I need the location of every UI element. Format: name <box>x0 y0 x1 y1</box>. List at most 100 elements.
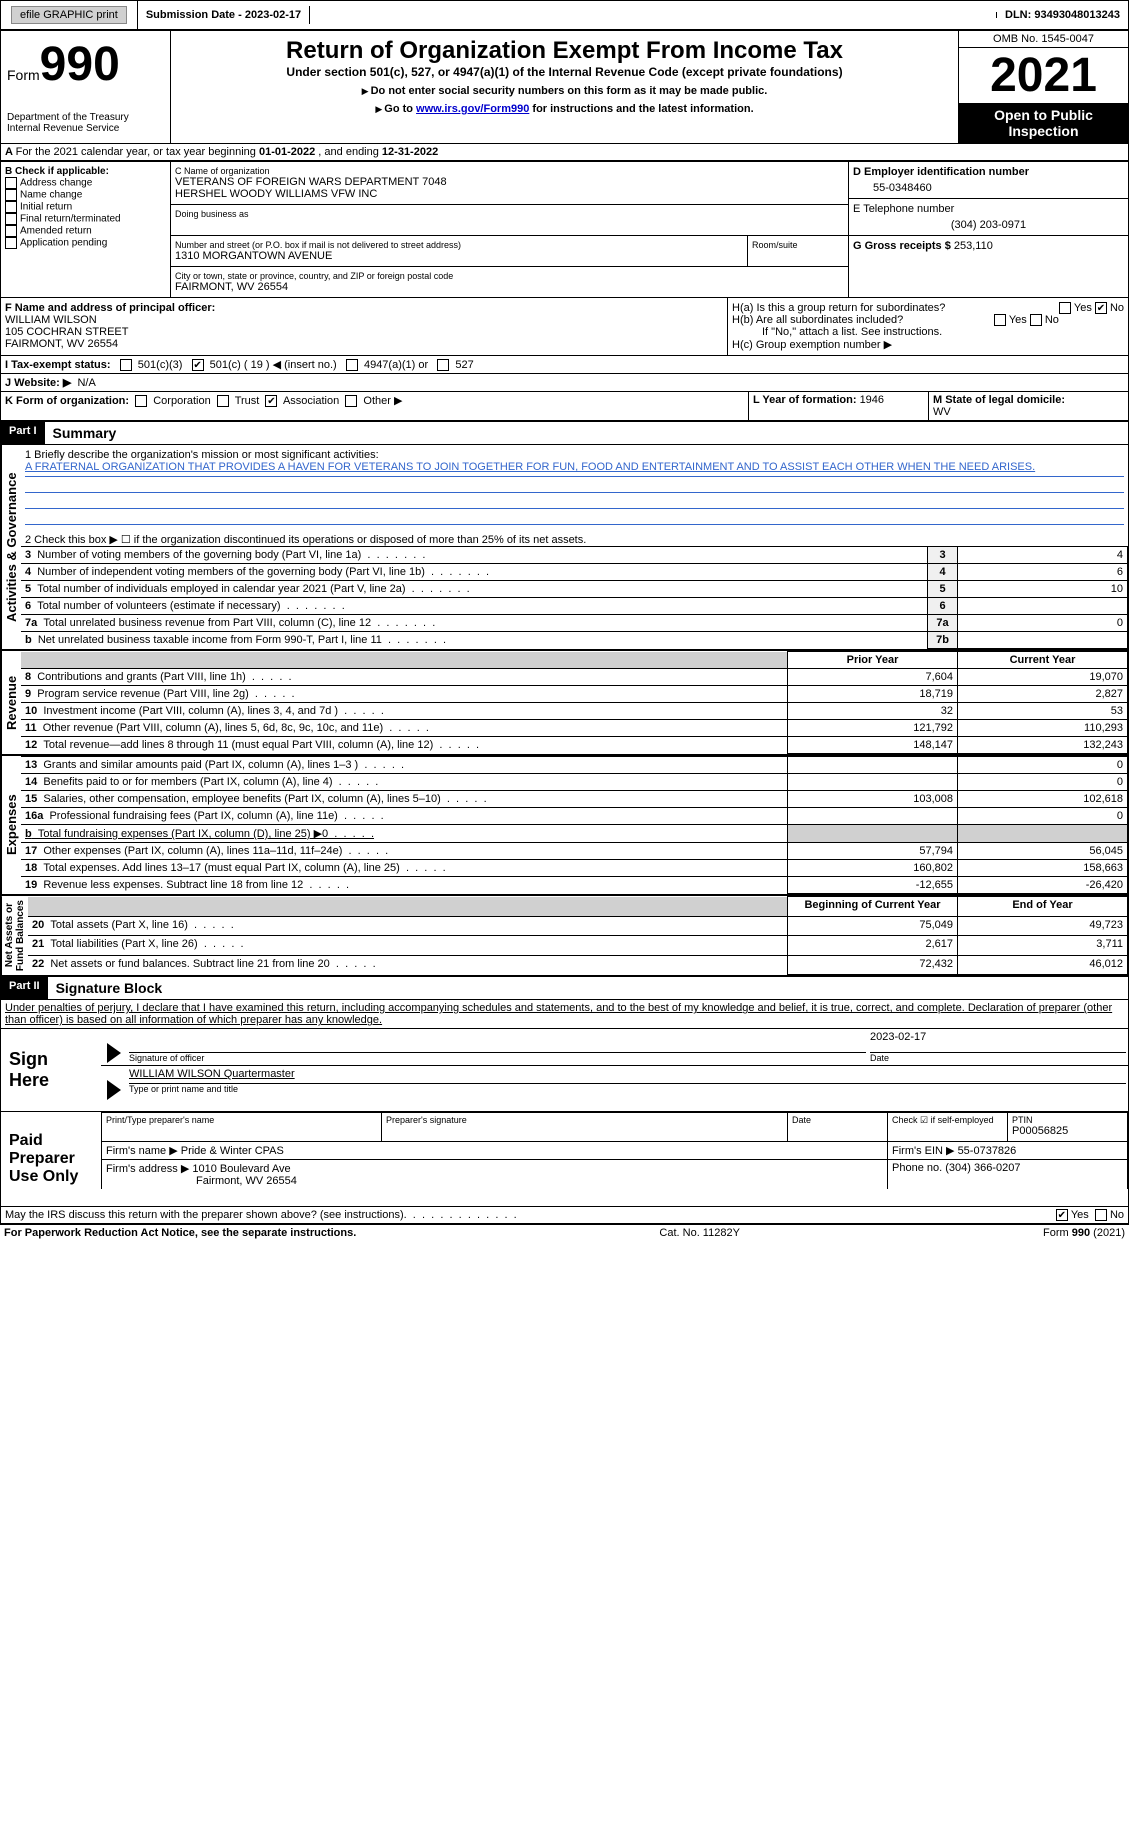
chk-application-pending[interactable] <box>5 237 17 249</box>
part1-badge: Part I <box>1 422 45 444</box>
chk-4947[interactable] <box>346 359 358 371</box>
box-f-label: F Name and address of principal officer: <box>5 302 215 314</box>
sig-officer-line <box>129 1031 866 1053</box>
top-bar: efile GRAPHIC print Submission Date - 20… <box>0 0 1129 30</box>
footer-mid: Cat. No. 11282Y <box>659 1227 740 1239</box>
chk-final-return[interactable] <box>5 213 17 225</box>
box-c-name-label: C Name of organization <box>175 166 844 176</box>
table-row: 17 Other expenses (Part IX, column (A), … <box>21 843 1128 860</box>
table-row: 19 Revenue less expenses. Subtract line … <box>21 877 1128 894</box>
submission-label: Submission Date - <box>146 9 245 21</box>
paid-preparer-table: Print/Type preparer's name Preparer's si… <box>101 1112 1128 1189</box>
box-b-label: B Check if applicable: <box>5 166 109 177</box>
table-header-row: Prior YearCurrent Year <box>21 652 1128 669</box>
dba-label: Doing business as <box>175 209 844 219</box>
part2-title: Signature Block <box>48 977 171 999</box>
table-row: 11 Other revenue (Part VIII, column (A),… <box>21 720 1128 737</box>
opt-name-change: Name change <box>20 190 82 201</box>
table-row: 13 Grants and similar amounts paid (Part… <box>21 757 1128 774</box>
ag-table: 3 Number of voting members of the govern… <box>21 546 1128 649</box>
header-block: B Check if applicable: Address change Na… <box>0 161 1129 298</box>
officer-printed-name: WILLIAM WILSON Quartermaster <box>129 1068 1126 1084</box>
chk-address-change[interactable] <box>5 177 17 189</box>
table-row: 9 Program service revenue (Part VIII, li… <box>21 686 1128 703</box>
firm-ein-label: Firm's EIN ▶ <box>892 1145 958 1157</box>
chk-527[interactable] <box>437 359 449 371</box>
sidebar-net: Net Assets or Fund Balances <box>1 896 28 975</box>
ha-label: H(a) Is this a group return for subordin… <box>732 302 945 314</box>
line2-text: 2 Check this box ▶ ☐ if the organization… <box>21 529 1128 546</box>
table-header-row: Beginning of Current YearEnd of Year <box>28 897 1128 917</box>
table-row: 12 Total revenue—add lines 8 through 11 … <box>21 737 1128 754</box>
sig-date-value: 2023-02-17 <box>870 1031 1126 1053</box>
submission-date: 2023-02-17 <box>245 9 301 21</box>
table-row: 7a Total unrelated business revenue from… <box>21 615 1128 632</box>
chk-discuss-yes[interactable] <box>1056 1209 1068 1221</box>
footer-right-pre: Form <box>1043 1227 1072 1239</box>
form-title: Return of Organization Exempt From Incom… <box>177 37 952 65</box>
chk-hb-yes[interactable] <box>994 314 1006 326</box>
form-number: 990 <box>40 38 120 91</box>
hb-yes: Yes <box>1009 314 1027 326</box>
opt-trust: Trust <box>235 395 260 407</box>
box-d-label: D Employer identification number <box>853 166 1029 178</box>
chk-amended-return[interactable] <box>5 225 17 237</box>
chk-discuss-no[interactable] <box>1095 1209 1107 1221</box>
firm-addr-value: 1010 Boulevard Ave <box>192 1163 290 1175</box>
efile-button[interactable]: efile GRAPHIC print <box>11 6 127 24</box>
omb-number: OMB No. 1545-0047 <box>959 31 1128 48</box>
opt-final-return: Final return/terminated <box>20 214 121 225</box>
chk-assoc[interactable] <box>265 395 277 407</box>
chk-501c3[interactable] <box>120 359 132 371</box>
mission-text: A FRATERNAL ORGANIZATION THAT PROVIDES A… <box>25 461 1124 477</box>
form-subtitle: Under section 501(c), 527, or 4947(a)(1)… <box>177 65 952 79</box>
paid-preparer-label: Paid Preparer Use Only <box>1 1112 101 1206</box>
room-label: Room/suite <box>752 240 844 250</box>
part2-header-row: Part II Signature Block <box>0 976 1129 1000</box>
fh-block: F Name and address of principal officer:… <box>0 298 1129 356</box>
table-row: 4 Number of independent voting members o… <box>21 564 1128 581</box>
table-row: 14 Benefits paid to or for members (Part… <box>21 774 1128 791</box>
box-e-label: E Telephone number <box>853 203 1124 215</box>
form-note2-pre: Go to <box>384 103 416 115</box>
form990-link[interactable]: www.irs.gov/Form990 <box>416 103 529 115</box>
line-a-period: A For the 2021 calendar year, or tax yea… <box>0 144 1129 161</box>
dln-label: DLN: <box>1005 9 1034 21</box>
chk-hb-no[interactable] <box>1030 314 1042 326</box>
ptin-value: P00056825 <box>1012 1125 1123 1137</box>
ein-value: 55-0348460 <box>873 182 1124 194</box>
chk-corp[interactable] <box>135 395 147 407</box>
table-row: 10 Investment income (Part VIII, column … <box>21 703 1128 720</box>
opt-amended-return: Amended return <box>20 226 92 237</box>
footer-left: For Paperwork Reduction Act Notice, see … <box>4 1227 356 1239</box>
open-to-public: Open to Public Inspection <box>959 103 1128 143</box>
chk-501c[interactable] <box>192 359 204 371</box>
hb-note: If "No," attach a list. See instructions… <box>732 326 1124 338</box>
line1-label: 1 Briefly describe the organization's mi… <box>25 449 1124 461</box>
hc-label: H(c) Group exemption number ▶ <box>732 338 1124 351</box>
table-row: 20 Total assets (Part X, line 16) . . . … <box>28 916 1128 936</box>
chk-ha-yes[interactable] <box>1059 302 1071 314</box>
city-label: City or town, state or province, country… <box>175 271 844 281</box>
table-row: 21 Total liabilities (Part X, line 26) .… <box>28 936 1128 956</box>
chk-name-change[interactable] <box>5 189 17 201</box>
opt-4947: 4947(a)(1) or <box>364 359 428 371</box>
chk-other[interactable] <box>345 395 357 407</box>
chk-ha-no[interactable] <box>1095 302 1107 314</box>
chk-initial-return[interactable] <box>5 201 17 213</box>
sign-here-label: Sign Here <box>1 1029 101 1111</box>
org-name: VETERANS OF FOREIGN WARS DEPARTMENT 7048… <box>175 176 844 200</box>
phone-value: (304) 203-0971 <box>853 219 1124 231</box>
print-name-label: Print/Type preparer's name <box>106 1115 377 1125</box>
part2-badge: Part II <box>1 977 48 999</box>
discuss-no: No <box>1110 1209 1124 1221</box>
chk-trust[interactable] <box>217 395 229 407</box>
period-begin: 01-01-2022 <box>259 146 315 158</box>
mission-blank3 <box>25 509 1124 525</box>
form-word: Form <box>7 67 40 83</box>
period-pre: For the 2021 calendar year, or tax year … <box>16 146 259 158</box>
opt-527: 527 <box>455 359 473 371</box>
firm-city-value: Fairmont, WV 26554 <box>106 1175 297 1187</box>
table-row: 6 Total number of volunteers (estimate i… <box>21 598 1128 615</box>
table-row: b Net unrelated business taxable income … <box>21 632 1128 649</box>
